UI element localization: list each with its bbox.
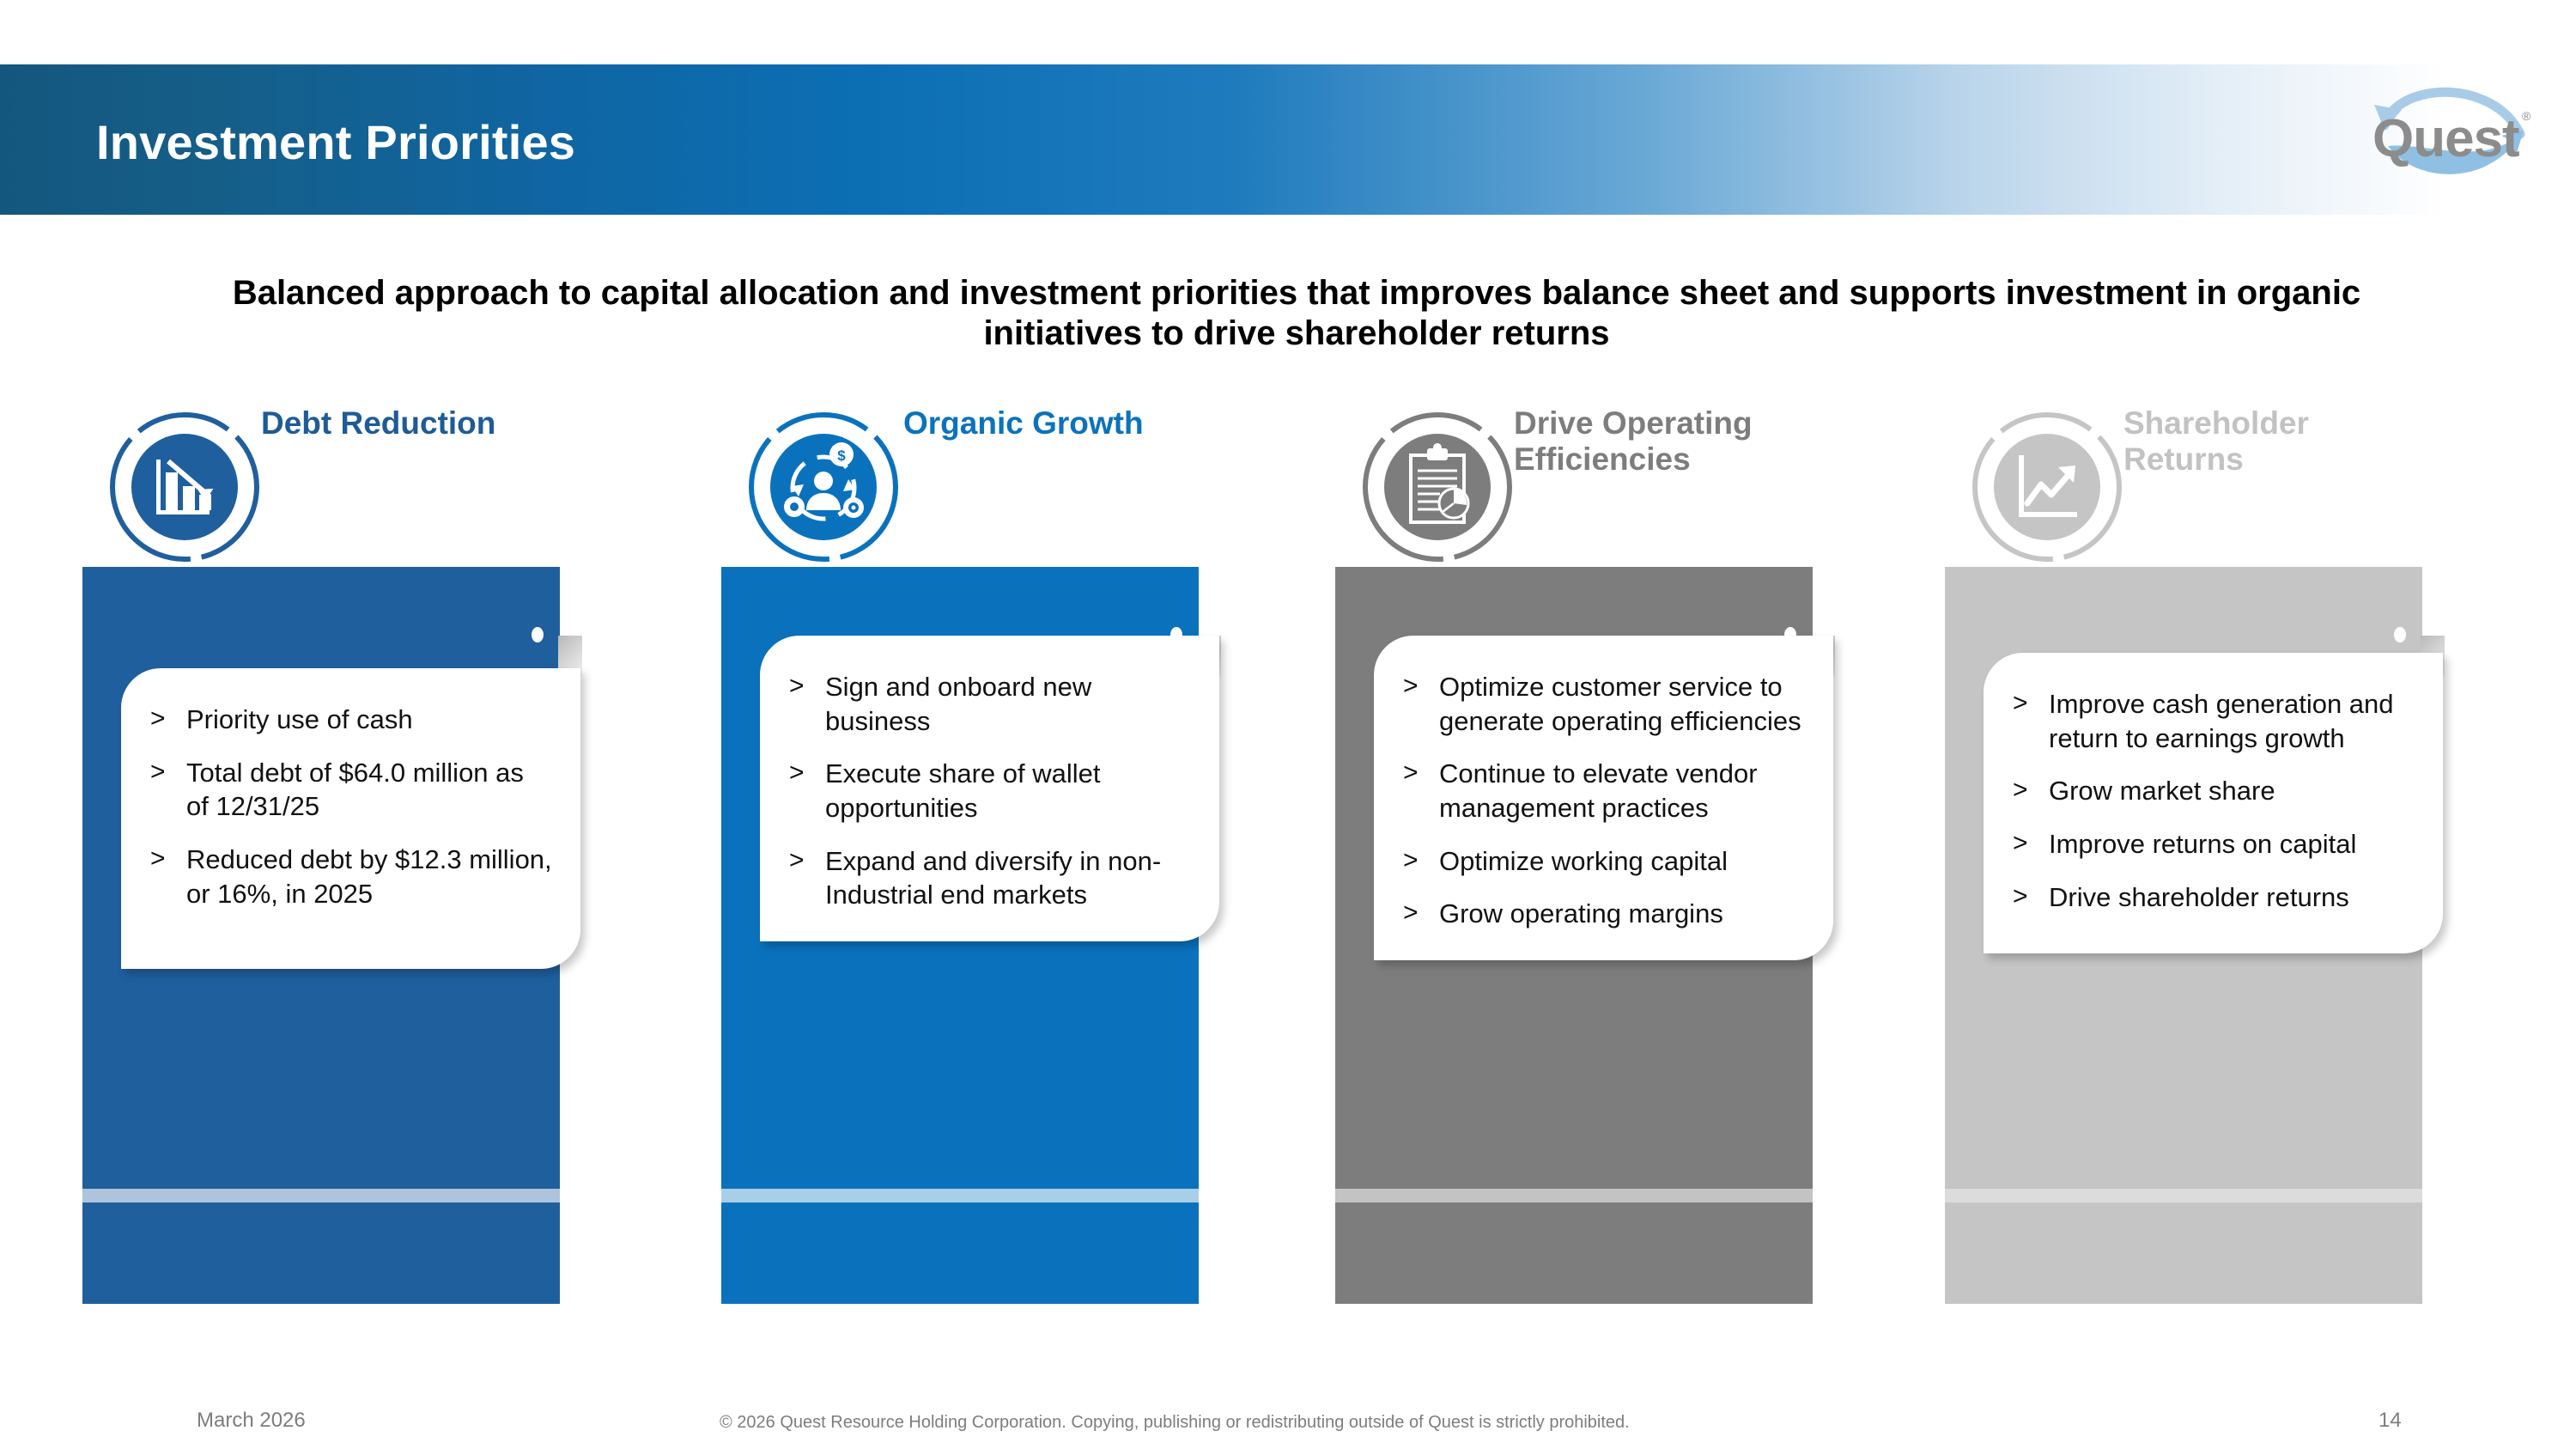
card-foot-strip — [1335, 1189, 1813, 1202]
bullet-marker-icon: > — [2013, 776, 2028, 805]
card-content-panel: > Optimize customer service to generate … — [1374, 636, 1833, 961]
bullet-marker-icon: > — [150, 844, 166, 874]
clipboard-report-icon — [1361, 411, 1514, 563]
svg-text:$: $ — [837, 447, 846, 464]
list-item: > Reduced debt by $12.3 million, or 16%,… — [150, 843, 553, 910]
bullet-text: Reduced debt by $12.3 million, or 16%, i… — [186, 844, 552, 909]
page-title: Investment Priorities — [96, 115, 576, 169]
bullet-text: Sign and onboard new business — [825, 672, 1092, 736]
bar-chart-declining-icon — [108, 411, 261, 563]
bullet-marker-icon: > — [789, 845, 805, 874]
card-content-panel: > Sign and onboard new business > Execut… — [760, 636, 1219, 942]
bullet-marker-icon: > — [1403, 758, 1419, 788]
quest-wordmark: Quest — [2372, 109, 2519, 168]
card-debt-reduction: > Priority use of cash > Total debt of $… — [82, 405, 582, 1304]
bullet-text: Total debt of $64.0 million as of 12/31/… — [186, 757, 524, 822]
bullet-text: Expand and diversify in non-Industrial e… — [825, 845, 1162, 910]
bullet-text: Priority use of cash — [186, 704, 413, 734]
bullet-text: Improve returns on capital — [2049, 829, 2357, 860]
header-bar — [0, 64, 2576, 215]
list-item: > Continue to elevate vendor management … — [1403, 757, 1806, 825]
bullet-marker-icon: > — [789, 758, 805, 788]
bullet-marker-icon: > — [1403, 845, 1419, 874]
quest-logo: Quest ® — [2331, 81, 2546, 184]
card-dot-icon — [532, 627, 544, 642]
card-shareholder-returns: > Improve cash generation and return to … — [1945, 405, 2445, 1304]
card-foot-strip — [721, 1189, 1199, 1202]
bullet-text: Drive shareholder returns — [2049, 881, 2349, 912]
footer-page-number: 14 — [2379, 1409, 2402, 1432]
card-title: Organic Growth — [903, 405, 1144, 441]
list-item: > Grow operating margins — [1403, 897, 1806, 931]
list-item: > Execute share of wallet opportunities — [789, 757, 1192, 825]
bullet-marker-icon: > — [150, 704, 166, 733]
list-item: > Improve cash generation and return to … — [2013, 687, 2415, 755]
bullet-marker-icon: > — [150, 757, 166, 786]
subtitle: Balanced approach to capital allocation … — [232, 274, 2361, 352]
list-item: > Improve returns on capital — [2013, 827, 2415, 861]
card-content-panel: > Priority use of cash > Total debt of $… — [121, 668, 580, 969]
card-drive-operating-efficiencies: > Optimize customer service to generate … — [1335, 405, 1835, 1304]
bullet-text: Execute share of wallet opportunities — [825, 758, 1101, 824]
card-content-panel: > Improve cash generation and return to … — [1984, 653, 2443, 953]
bullet-text: Optimize customer service to generate op… — [1439, 672, 1801, 736]
bullet-text: Continue to elevate vendor management pr… — [1439, 758, 1758, 824]
card-foot-strip — [1945, 1189, 2422, 1202]
card-title: Shareholder Returns — [2123, 405, 2309, 478]
list-item: > Total debt of $64.0 million as of 12/3… — [150, 756, 553, 824]
list-item: > Sign and onboard new business — [789, 670, 1192, 738]
card-dot-icon — [2394, 627, 2406, 642]
bullet-marker-icon: > — [1403, 672, 1419, 700]
bullet-list: > Priority use of cash > Total debt of $… — [150, 703, 553, 910]
list-item: > Drive shareholder returns — [2013, 880, 2415, 915]
bullet-marker-icon: > — [2013, 689, 2028, 717]
bullet-text: Grow operating margins — [1439, 898, 1723, 929]
list-item: > Optimize customer service to generate … — [1403, 670, 1806, 738]
bullet-marker-icon: > — [2013, 881, 2028, 910]
bullet-text: Grow market share — [2049, 776, 2275, 807]
list-item: > Optimize working capital — [1403, 844, 1806, 879]
bullet-list: > Improve cash generation and return to … — [2013, 687, 2415, 914]
list-item: > Grow market share — [2013, 774, 2415, 808]
list-item: > Priority use of cash — [150, 703, 553, 737]
bullet-text: Improve cash generation and return to ea… — [2049, 689, 2394, 753]
bullet-text: Optimize working capital — [1439, 845, 1728, 876]
bullet-marker-icon: > — [1403, 898, 1419, 928]
line-chart-growth-icon — [1971, 411, 2123, 563]
footer-date: March 2026 — [197, 1409, 306, 1432]
bullet-marker-icon: > — [2013, 829, 2028, 858]
list-item: > Expand and diversify in non-Industrial… — [789, 844, 1192, 912]
customer-growth-cycle-icon: $ — [747, 411, 900, 563]
card-title: Debt Reduction — [261, 405, 496, 441]
bullet-marker-icon: > — [789, 672, 805, 700]
bullet-list: > Optimize customer service to generate … — [1403, 670, 1806, 931]
trademark-symbol: ® — [2522, 109, 2531, 123]
card-organic-growth: > Sign and onboard new business > Execut… — [721, 405, 1221, 1304]
card-title: Drive Operating Efficiencies — [1514, 405, 1753, 478]
footer-copyright: © 2026 Quest Resource Holding Corporatio… — [720, 1413, 1630, 1432]
card-foot-strip — [82, 1189, 560, 1202]
bullet-list: > Sign and onboard new business > Execut… — [789, 670, 1192, 912]
